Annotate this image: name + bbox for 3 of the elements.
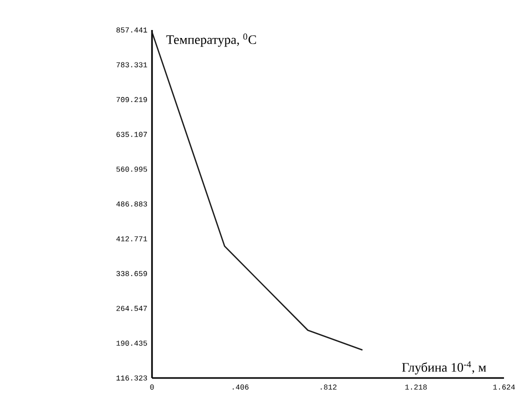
x-axis-title: Глубина 10$^{-4}$, м <box>402 361 486 374</box>
y-axis-title: Температура, $^{0}$C <box>166 34 256 47</box>
line-series <box>151 31 364 351</box>
